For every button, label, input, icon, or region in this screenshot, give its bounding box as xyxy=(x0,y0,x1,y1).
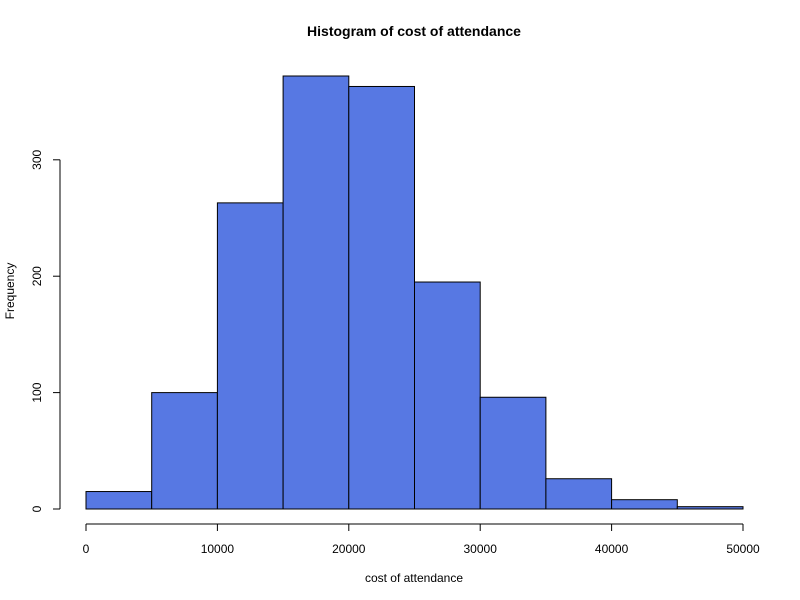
histogram-bar xyxy=(151,392,218,510)
y-tick-label: 100 xyxy=(30,382,44,402)
histogram-bar xyxy=(611,499,678,510)
x-tick-label: 10000 xyxy=(201,542,235,556)
histogram-bar xyxy=(85,491,153,510)
y-tick-label: 300 xyxy=(30,149,44,169)
x-tick-label: 50000 xyxy=(726,542,760,556)
y-axis: 0 100 200 300 xyxy=(30,149,61,512)
histogram-bar xyxy=(479,396,547,510)
x-tick-label: 40000 xyxy=(595,542,629,556)
histogram-bar xyxy=(676,506,744,510)
y-tick-label: 200 xyxy=(30,266,44,286)
histogram-bar xyxy=(216,202,284,510)
y-axis-label: Frequency xyxy=(3,263,17,320)
x-axis-label: cost of attendance xyxy=(365,571,463,585)
histogram-bar xyxy=(545,478,613,510)
histogram-bar xyxy=(348,85,415,510)
chart-title: Histogram of cost of attendance xyxy=(307,23,521,39)
histogram-bar xyxy=(282,75,350,510)
bars-group xyxy=(85,75,744,510)
histogram-bar xyxy=(414,281,481,510)
x-tick-label: 20000 xyxy=(332,542,366,556)
x-axis: 0 10000 20000 30000 40000 50000 xyxy=(83,523,760,556)
x-tick-label: 30000 xyxy=(464,542,498,556)
x-tick-label: 0 xyxy=(83,542,90,556)
y-tick-label: 0 xyxy=(30,505,44,512)
